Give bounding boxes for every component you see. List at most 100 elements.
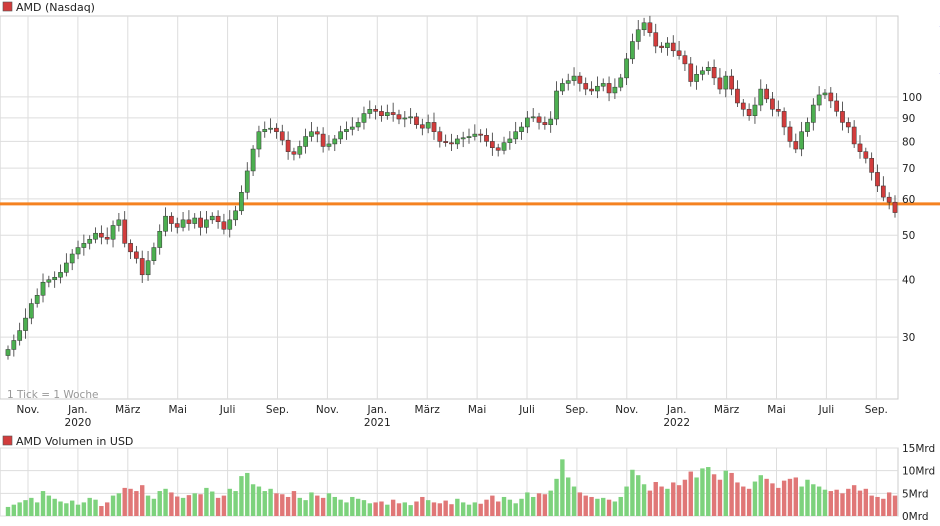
volume-bar: [665, 488, 670, 516]
volume-bar: [303, 500, 308, 516]
volume-bar: [361, 500, 367, 516]
volume-bar: [245, 472, 250, 516]
volume-bar: [729, 472, 734, 516]
volume-bar: [875, 496, 880, 516]
volume-bar: [770, 483, 775, 516]
volume-bar: [869, 495, 874, 516]
volume-bar: [460, 502, 466, 516]
candle-body: [857, 143, 863, 152]
x-tick-label: Sep.: [565, 404, 588, 416]
volume-bar: [805, 479, 810, 516]
candle-body: [139, 258, 145, 276]
volume-bar: [274, 493, 279, 516]
volume-bar: [64, 503, 69, 516]
candle-body: [612, 86, 618, 94]
candle-body: [589, 88, 594, 92]
candle-body: [174, 223, 180, 228]
price-y-ticks: 30 40 50 60 70 80 90 100: [902, 92, 922, 344]
price-candles: [5, 15, 898, 360]
volume-bar: [834, 489, 839, 516]
candle-body: [256, 131, 262, 150]
candle-body: [198, 217, 203, 228]
candle-body: [425, 122, 431, 129]
candle-body: [122, 219, 128, 244]
volume-legend-swatch: [2, 435, 13, 446]
volume-legend: AMD Volumen in USD: [2, 435, 133, 448]
volume-bar: [75, 504, 81, 516]
candle-body: [618, 77, 624, 88]
candle-body: [93, 232, 98, 240]
volume-bar: [536, 493, 542, 516]
volume-bar: [99, 506, 104, 516]
volume-bar: [93, 499, 98, 516]
candle-body: [495, 147, 501, 151]
candle-body: [326, 143, 332, 147]
candle-body: [554, 90, 559, 120]
volume-bar: [478, 503, 483, 516]
volume-bar: [29, 497, 34, 516]
volume-bar: [688, 471, 693, 516]
candle-body: [863, 151, 869, 159]
volume-bar: [215, 497, 221, 516]
candle-body: [274, 127, 279, 132]
volume-bar: [583, 495, 588, 516]
candle-body: [215, 215, 221, 222]
candle-body: [110, 225, 116, 240]
candle-body: [46, 279, 52, 283]
volume-legend-label: AMD Volumen in USD: [16, 435, 133, 448]
volume-bar: [291, 491, 297, 516]
volume-bar: [612, 501, 618, 516]
candle-body: [81, 243, 87, 248]
candle-body: [99, 232, 104, 238]
candle-body: [250, 148, 256, 172]
volume-bar: [344, 502, 349, 516]
price-y-tick-label: 40: [902, 275, 915, 287]
candle-body: [204, 219, 209, 228]
candle-body: [805, 122, 810, 132]
volume-y-tick-label: 15Mrd: [902, 443, 935, 455]
volume-bar: [816, 486, 822, 516]
candle-body: [641, 22, 647, 31]
volume-bar: [402, 502, 408, 516]
volume-bar: [624, 486, 629, 516]
candle-body: [647, 22, 653, 33]
volume-bar: [741, 486, 746, 516]
candle-body: [653, 32, 659, 47]
volume-bar: [338, 499, 343, 516]
price-y-tick-label: 60: [902, 194, 915, 206]
volume-bar: [542, 494, 548, 516]
x-tick-year: 2022: [663, 417, 690, 429]
candle-body: [880, 185, 886, 198]
volume-bar: [355, 498, 361, 516]
volume-bar: [40, 491, 46, 516]
x-tick-label: Nov.: [615, 404, 638, 416]
volume-bar: [320, 497, 326, 516]
volume-bar: [17, 502, 22, 516]
volume-bar: [163, 488, 168, 516]
volume-bar: [490, 495, 495, 516]
candle-body: [384, 112, 390, 116]
volume-bar: [110, 495, 116, 516]
candle-body: [705, 67, 711, 72]
volume-bar: [507, 499, 513, 516]
volume-bar: [636, 475, 641, 516]
candle-body: [571, 75, 577, 81]
volume-bar: [46, 495, 52, 516]
volume-bar: [466, 504, 472, 516]
volume-bar: [682, 479, 688, 516]
volume-bar: [420, 496, 425, 516]
volume-bar: [776, 487, 781, 516]
candle-body: [682, 55, 688, 65]
candle-body: [752, 104, 758, 116]
volume-bar: [390, 499, 396, 516]
candle-body: [536, 116, 542, 123]
candle-body: [134, 251, 139, 259]
candle-body: [28, 303, 34, 319]
candle-body: [577, 75, 583, 84]
candle-body: [209, 215, 215, 221]
candle-body: [192, 217, 198, 224]
x-tick-label: Sep.: [865, 404, 888, 416]
volume-bar: [157, 491, 162, 516]
volume-bar: [554, 478, 559, 516]
candle-body: [595, 85, 600, 92]
